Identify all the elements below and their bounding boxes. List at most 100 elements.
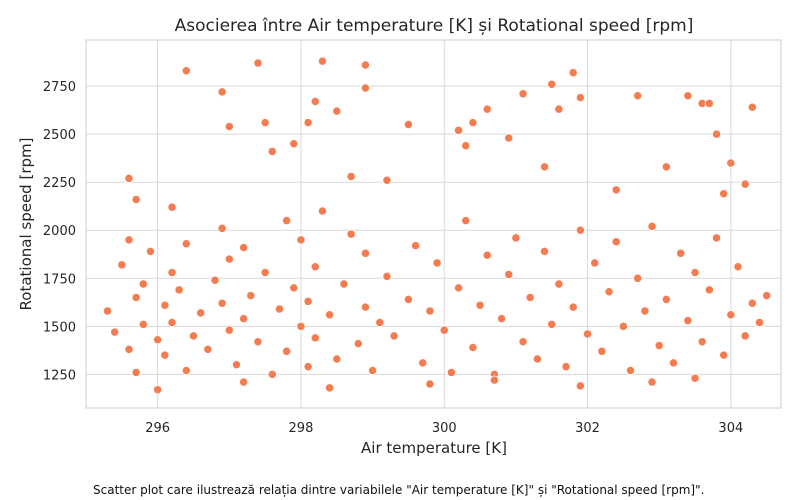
y-tick-label: 1250 bbox=[43, 368, 76, 383]
scatter-point bbox=[339, 279, 349, 289]
x-tick-label: 300 bbox=[432, 421, 457, 436]
scatter-point bbox=[124, 344, 134, 355]
scatter-point bbox=[274, 304, 285, 314]
scatter-point bbox=[360, 302, 371, 312]
scatter-point bbox=[511, 233, 521, 243]
scatter-point bbox=[289, 283, 299, 293]
scatter-point bbox=[518, 337, 528, 347]
scatter-point bbox=[296, 235, 306, 245]
scatter-point bbox=[661, 162, 672, 172]
scatter-point bbox=[719, 189, 729, 199]
scatter-point bbox=[317, 206, 328, 216]
scatter-point bbox=[353, 338, 363, 349]
scatter-point bbox=[425, 306, 435, 316]
scatter-point bbox=[224, 121, 234, 132]
scatter-point bbox=[740, 331, 750, 341]
scatter-point bbox=[117, 260, 127, 270]
scatter-point bbox=[575, 225, 586, 235]
scatter-point bbox=[726, 158, 736, 168]
scatter-point bbox=[253, 337, 263, 347]
scatter-point bbox=[317, 56, 328, 66]
scatter-point bbox=[475, 300, 485, 310]
scatter-point bbox=[195, 308, 206, 318]
scatter-point bbox=[618, 321, 629, 331]
tick-labels: 296 298 300 302 304 1250 1500 1750 2000 2250 2500 2… bbox=[43, 80, 743, 436]
scatter-point bbox=[453, 125, 464, 135]
scatter-point bbox=[590, 258, 600, 268]
plot-frame bbox=[85, 39, 782, 409]
scatter-point bbox=[554, 279, 564, 289]
scatter-point bbox=[704, 285, 715, 295]
scatter-point bbox=[554, 104, 564, 114]
scatter-point bbox=[611, 237, 621, 247]
figure-caption: Scatter plot care ilustrează relația din… bbox=[93, 483, 705, 497]
scatter-point bbox=[188, 331, 199, 341]
scatter-point bbox=[310, 333, 320, 343]
scatter-point bbox=[382, 271, 392, 282]
scatter-point bbox=[267, 369, 277, 380]
scatter-point bbox=[575, 381, 586, 391]
scatter-point bbox=[389, 331, 399, 341]
scatter-point bbox=[704, 98, 715, 109]
scatter-point bbox=[145, 246, 156, 257]
scatter-point bbox=[360, 60, 371, 70]
scatter-point bbox=[532, 354, 543, 364]
scatter-point bbox=[575, 93, 586, 103]
scatter-point bbox=[160, 350, 170, 360]
scatter-point bbox=[403, 119, 414, 130]
scatter-point bbox=[332, 106, 342, 116]
scatter-point bbox=[167, 267, 177, 278]
chart-title: Asocierea între Air temperature [K] și R… bbox=[175, 16, 694, 36]
scatter-point bbox=[661, 294, 672, 305]
scatter-point bbox=[281, 346, 292, 356]
scatter-point bbox=[138, 319, 148, 330]
scatter-point bbox=[647, 221, 657, 232]
scatter-point bbox=[461, 215, 471, 226]
scatter-point bbox=[246, 290, 256, 301]
scatter-point bbox=[640, 306, 650, 316]
scatter-point bbox=[167, 317, 177, 328]
y-tick-label: 1750 bbox=[43, 272, 76, 287]
scatter-point bbox=[238, 242, 249, 253]
scatter-point bbox=[711, 129, 722, 139]
scatter-point bbox=[489, 375, 500, 385]
scatter-point bbox=[138, 279, 148, 289]
scatter-point bbox=[525, 292, 535, 303]
x-tick-label: 296 bbox=[145, 421, 170, 436]
scatter-point bbox=[432, 258, 442, 268]
scatter-point bbox=[224, 254, 234, 264]
scatter-point bbox=[668, 358, 679, 368]
scatter-point bbox=[303, 362, 313, 372]
scatter-point bbox=[124, 173, 134, 184]
scatter-point bbox=[102, 306, 113, 316]
scatter-point bbox=[539, 162, 550, 172]
y-tick-label: 2750 bbox=[43, 80, 76, 95]
scatter-point bbox=[461, 141, 471, 151]
scatter-point bbox=[482, 250, 492, 260]
scatter-point bbox=[181, 239, 191, 249]
x-tick-label: 302 bbox=[575, 421, 600, 436]
scatter-point bbox=[604, 287, 614, 297]
y-axis-label: Rotational speed [rpm] bbox=[17, 138, 35, 311]
x-tick-label: 304 bbox=[718, 421, 743, 436]
scatter-point bbox=[683, 91, 693, 101]
scatter-point bbox=[410, 240, 421, 251]
scatter-point bbox=[539, 246, 550, 257]
scatter-point bbox=[346, 171, 356, 182]
scatter-point bbox=[324, 383, 335, 393]
scatter-point bbox=[690, 267, 700, 278]
scatter-point bbox=[418, 358, 428, 368]
scatter-point bbox=[482, 104, 492, 114]
y-tick-label: 2250 bbox=[43, 176, 76, 191]
scatter-point bbox=[367, 365, 378, 376]
scatter-point bbox=[403, 294, 414, 305]
scatter-point bbox=[561, 362, 571, 372]
scatter-point bbox=[633, 91, 643, 101]
x-tick-label: 298 bbox=[289, 421, 314, 436]
scatter-point bbox=[167, 202, 177, 212]
x-axis-label: Air temperature [K] bbox=[361, 439, 507, 457]
scatter-point bbox=[711, 233, 722, 243]
scatter-point bbox=[690, 373, 700, 383]
scatter-point bbox=[303, 117, 313, 128]
